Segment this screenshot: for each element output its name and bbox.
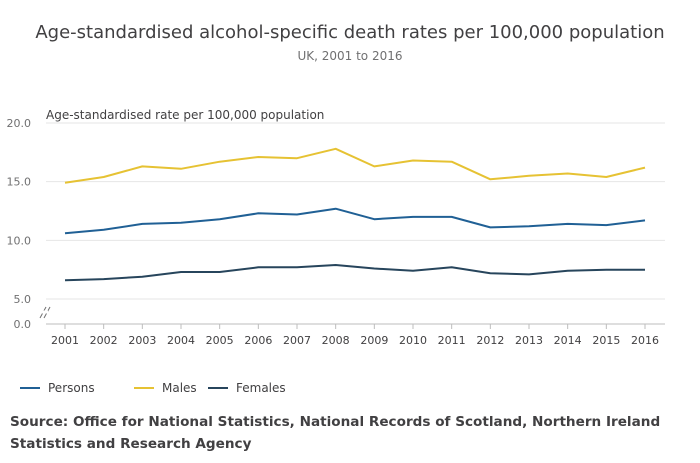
x-tick-label: 2009 <box>360 334 388 347</box>
y-axis-ticks: 20.0 15.0 10.0 5.0 0.0 <box>7 117 32 331</box>
x-tick-label: 2014 <box>554 334 582 347</box>
x-tick-label: 2015 <box>592 334 620 347</box>
x-tick-label: 2006 <box>244 334 272 347</box>
x-tick-label: 2010 <box>399 334 427 347</box>
y-tick-label: 20.0 <box>7 117 32 130</box>
x-tick-label: 2003 <box>128 334 156 347</box>
y-tick-label: 0.0 <box>14 318 32 331</box>
chart-subtitle: UK, 2001 to 2016 <box>297 49 402 63</box>
x-tick-label: 2002 <box>90 334 118 347</box>
line-chart: Age-standardised alcohol-specific death … <box>7 22 665 395</box>
axis-break <box>39 306 51 319</box>
chart-title: Age-standardised alcohol-specific death … <box>35 22 664 43</box>
x-tick-label: 2007 <box>283 334 311 347</box>
series-lines <box>64 147 646 282</box>
y-tick-label: 5.0 <box>14 293 32 306</box>
x-tick-label: 2004 <box>167 334 195 347</box>
gridlines <box>46 122 665 325</box>
series-line-persons <box>64 207 646 235</box>
y-tick-label: 10.0 <box>7 234 32 247</box>
x-tick-label: 2001 <box>51 334 79 347</box>
legend-label-females: Females <box>236 381 286 395</box>
y-axis-label: Age-standardised rate per 100,000 popula… <box>46 108 324 122</box>
x-tick-label: 2012 <box>476 334 504 347</box>
y-tick-label: 15.0 <box>7 176 32 189</box>
legend-label-males: Males <box>162 381 197 395</box>
x-tick-label: 2011 <box>438 334 466 347</box>
series-line-females <box>64 264 645 282</box>
legend: Persons Males Females <box>20 381 286 395</box>
x-tick-label: 2016 <box>631 334 659 347</box>
x-tick-label: 2005 <box>206 334 234 347</box>
legend-label-persons: Persons <box>48 381 95 395</box>
x-tick-label: 2013 <box>515 334 543 347</box>
series-line-males <box>64 147 646 184</box>
x-axis-ticks: 2001 2002 2003 2004 2005 2006 2007 2008 2009 2010… <box>51 324 659 347</box>
x-tick-label: 2008 <box>322 334 350 347</box>
source-note: Source: Office for National Statistics, … <box>10 414 661 452</box>
